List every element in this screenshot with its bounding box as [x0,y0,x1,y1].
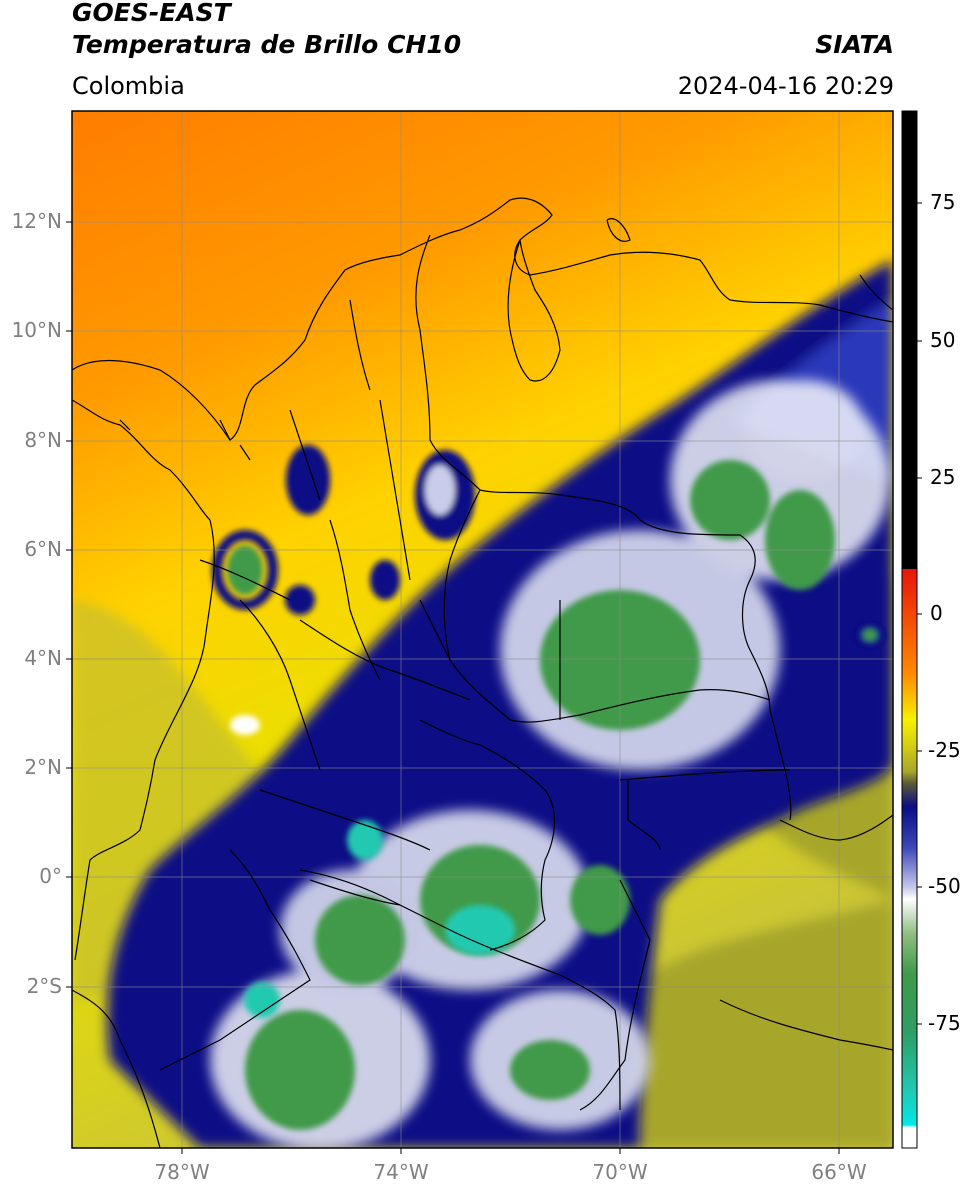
map-frame [71,110,894,1149]
colorbar-label-0: 0 [930,601,943,625]
lat-label-2n: 2°N [24,755,62,779]
lat-label-12n: 12°N [11,209,62,233]
lat-label-4n: 4°N [24,646,62,670]
lat-label-8n: 8°N [24,428,62,452]
product-title: Temperatura de Brillo CH10 [72,30,462,59]
agency-label: SIATA [815,30,894,59]
satellite-title: GOES-EAST [72,0,231,27]
colorbar-label-neg50: -50 [928,874,961,898]
axis-ticks [66,221,840,1154]
colorbar-label-75: 75 [930,190,956,214]
lat-label-10n: 10°N [11,318,62,342]
lat-label-6n: 6°N [24,537,62,561]
colorbar-label-25: 25 [930,465,956,489]
lon-label-78w: 78°W [154,1160,210,1184]
colorbar-label-50: 50 [930,328,956,352]
colorbar [901,110,922,1149]
lon-label-66w: 66°W [811,1160,867,1184]
lon-label-74w: 74°W [373,1160,429,1184]
region-label: Colombia [72,72,185,100]
brightness-temperature-field [72,111,893,1148]
colorbar-label-neg75: -75 [928,1011,961,1035]
political-borders [72,197,893,1148]
graticule [72,111,893,1148]
colorbar-label-neg25: -25 [928,738,961,762]
lon-label-70w: 70°W [592,1160,648,1184]
timestamp-label: 2024-04-16 20:29 [677,72,894,100]
lat-label-2s: 2°S [26,974,62,998]
lat-label-0: 0° [39,864,62,888]
